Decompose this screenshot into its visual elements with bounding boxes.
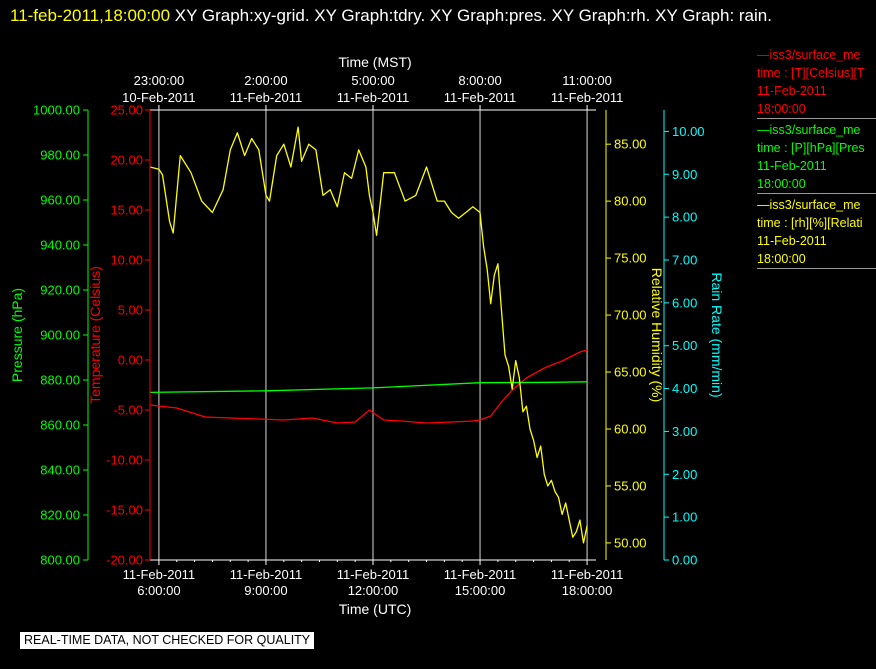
- legend-line2: time : [T][Celsius][T: [757, 66, 865, 80]
- legend-time: 18:00:00: [757, 102, 806, 116]
- rain-tick-label: 4.00: [672, 381, 697, 396]
- x-tick-label-date: 11-Feb-2011: [551, 567, 624, 582]
- temperature-axis-title: Temperature (Celsius): [87, 266, 103, 404]
- header-timestamp: 11-feb-2011,18:00:00: [10, 6, 171, 25]
- temperature-tick-label: 25.00: [110, 103, 143, 118]
- legend-line2: time : [rh][%][Relati: [757, 216, 863, 230]
- temperature-tick-label: 20.00: [110, 153, 143, 168]
- humidity-tick-label: 70.00: [614, 308, 647, 323]
- legend-line1: —iss3/surface_me: [757, 48, 861, 62]
- legend-date: 11-Feb-2011: [757, 234, 827, 248]
- humidity-tick-label: 65.00: [614, 365, 647, 380]
- temperature-tick-label: 5.00: [118, 303, 143, 318]
- temperature-series-line: [149, 349, 588, 424]
- top-tick-label-date: 11-Feb-2011: [444, 90, 517, 105]
- pressure-tick-label: 840.00: [40, 463, 80, 478]
- rain-tick-label: 0.00: [672, 553, 697, 568]
- top-axis-title: Time (MST): [338, 54, 411, 70]
- pressure-tick-label: 980.00: [40, 148, 80, 163]
- rain-tick-label: 10.00: [672, 124, 705, 139]
- pressure-tick-label: 960.00: [40, 193, 80, 208]
- humidity-tick-label: 55.00: [614, 478, 647, 493]
- legend-line2: time : [P][hPa][Pres: [757, 141, 865, 155]
- chart-header: 11-feb-2011,18:00:00 XY Graph:xy-grid. X…: [10, 2, 870, 29]
- temperature-tick-label: 15.00: [110, 203, 143, 218]
- quality-notice: REAL-TIME DATA, NOT CHECKED FOR QUALITY: [20, 632, 315, 649]
- legend-line1: —iss3/surface_me: [757, 198, 861, 212]
- legend-line1: —iss3/surface_me: [757, 123, 861, 137]
- pressure-series-line: [149, 381, 588, 394]
- legend-time: 18:00:00: [757, 177, 806, 191]
- x-tick-label-time: 6:00:00: [137, 583, 180, 598]
- rain-tick-label: 1.00: [672, 510, 697, 525]
- legend-time: 18:00:00: [757, 252, 806, 266]
- temperature-tick-label: 0.00: [118, 353, 143, 368]
- pressure-tick-label: 920.00: [40, 283, 80, 298]
- x-tick-label-time: 9:00:00: [244, 583, 287, 598]
- top-tick-label-date: 10-Feb-2011: [122, 90, 195, 105]
- temperature-tick-label: -20.00: [106, 553, 143, 568]
- temperature-tick-label: -10.00: [106, 453, 143, 468]
- legend: —iss3/surface_me time : [T][Celsius][T 11-…: [757, 46, 876, 271]
- pressure-tick-label: 940.00: [40, 238, 80, 253]
- grid-layer: [158, 110, 588, 560]
- temperature-tick-label: -5.00: [113, 403, 143, 418]
- legend-date: 11-Feb-2011: [757, 84, 827, 98]
- series-layer: [149, 126, 588, 544]
- x-tick-label-time: 12:00:00: [348, 583, 399, 598]
- top-tick-label-date: 11-Feb-2011: [551, 90, 624, 105]
- rain-tick-label: 8.00: [672, 210, 697, 225]
- rain-tick-label: 2.00: [672, 467, 697, 482]
- pressure-axis-title: Pressure (hPa): [9, 288, 25, 382]
- header-graph-list: XY Graph:xy-grid. XY Graph:tdry. XY Grap…: [170, 6, 772, 25]
- top-tick-label-time: 8:00:00: [458, 73, 501, 88]
- rain-axis-title: Rain Rate (mm/min): [709, 272, 725, 397]
- axes-layer: 11-Feb-20116:00:0011-Feb-20119:00:0011-F…: [9, 54, 725, 617]
- humidity-tick-label: 85.00: [614, 137, 647, 152]
- x-tick-label-date: 11-Feb-2011: [337, 567, 410, 582]
- top-tick-label-time: 23:00:00: [134, 73, 185, 88]
- temperature-tick-label: -15.00: [106, 503, 143, 518]
- humidity-tick-label: 75.00: [614, 251, 647, 266]
- x-tick-label-date: 11-Feb-2011: [123, 567, 196, 582]
- pressure-tick-label: 880.00: [40, 373, 80, 388]
- rain-tick-label: 5.00: [672, 338, 697, 353]
- x-axis-title: Time (UTC): [339, 601, 412, 617]
- rain-tick-label: 6.00: [672, 295, 697, 310]
- humidity-tick-label: 80.00: [614, 194, 647, 209]
- top-tick-label-date: 11-Feb-2011: [337, 90, 410, 105]
- top-tick-label-time: 5:00:00: [351, 73, 394, 88]
- top-tick-label-date: 11-Feb-2011: [230, 90, 303, 105]
- legend-date: 11-Feb-2011: [757, 159, 827, 173]
- rain-tick-label: 3.00: [672, 424, 697, 439]
- top-tick-label-time: 11:00:00: [562, 73, 612, 88]
- rain-tick-label: 7.00: [672, 253, 697, 268]
- humidity-tick-label: 60.00: [614, 421, 647, 436]
- pressure-tick-label: 1000.00: [33, 103, 80, 118]
- x-tick-label-date: 11-Feb-2011: [444, 567, 517, 582]
- humidity-series-line: [149, 126, 588, 544]
- x-tick-label-time: 18:00:00: [562, 583, 613, 598]
- pressure-tick-label: 900.00: [40, 328, 80, 343]
- x-tick-label-date: 11-Feb-2011: [230, 567, 303, 582]
- humidity-tick-label: 50.00: [614, 535, 647, 550]
- top-tick-label-time: 2:00:00: [244, 73, 287, 88]
- pressure-tick-label: 800.00: [40, 553, 80, 568]
- rain-tick-label: 9.00: [672, 167, 697, 182]
- x-tick-label-time: 15:00:00: [455, 583, 506, 598]
- pressure-tick-label: 860.00: [40, 418, 80, 433]
- temperature-tick-label: 10.00: [110, 253, 143, 268]
- pressure-tick-label: 820.00: [40, 508, 80, 523]
- humidity-axis-title: Relative Humidity (%): [649, 268, 665, 403]
